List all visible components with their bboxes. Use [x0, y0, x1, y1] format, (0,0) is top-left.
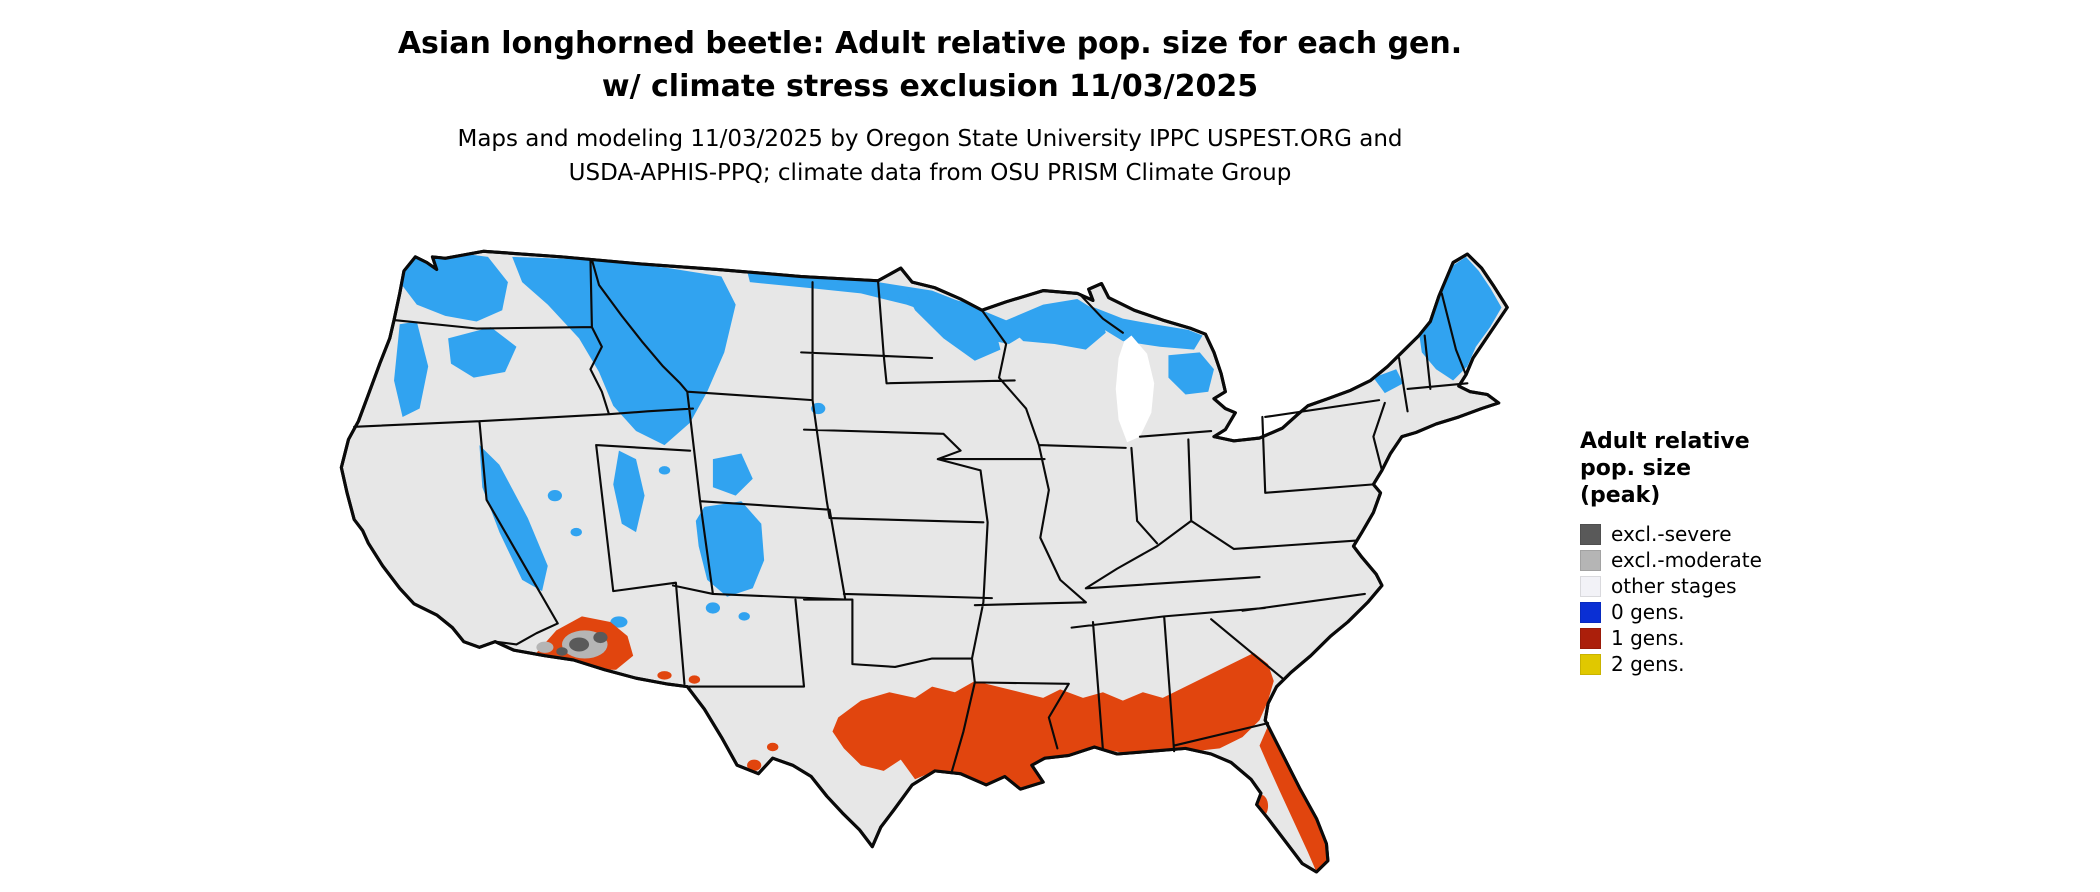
lake-michigan — [1115, 335, 1155, 443]
legend: Adult relative pop. size (peak) excl.-se… — [1580, 428, 1880, 677]
legend-swatch-0-gens — [1580, 601, 1601, 623]
legend-swatch-excl-severe — [1580, 523, 1601, 545]
legend-item: 0 gens. — [1580, 599, 1880, 625]
legend-swatch-excl-moderate — [1580, 549, 1601, 571]
legend-swatch-other-stages — [1580, 575, 1601, 597]
legend-title: Adult relative pop. size (peak) — [1580, 428, 1880, 509]
legend-label: excl.-moderate — [1611, 548, 1762, 572]
legend-swatch-2-gens — [1580, 653, 1601, 675]
map-regions — [394, 251, 1502, 872]
exclusion-severe-zone — [556, 631, 608, 656]
page-subtitle: Maps and modeling 11/03/2025 by Oregon S… — [0, 122, 1860, 190]
legend-label: 1 gens. — [1611, 626, 1685, 650]
page-title-line1: Asian longhorned beetle: Adult relative … — [397, 26, 1463, 61]
legend-item: excl.-moderate — [1580, 547, 1880, 573]
legend-label: excl.-severe — [1611, 522, 1732, 546]
legend-item: other stages — [1580, 573, 1880, 599]
legend-title-line1: Adult relative — [1580, 429, 1750, 454]
legend-title-line2: pop. size — [1580, 456, 1691, 481]
legend-items: excl.-severe excl.-moderate other stages… — [1580, 521, 1880, 677]
legend-title-line3: (peak) — [1580, 483, 1661, 508]
legend-label: 0 gens. — [1611, 600, 1685, 624]
legend-swatch-1-gens — [1580, 627, 1601, 649]
us-map — [339, 249, 1509, 874]
page-title: Asian longhorned beetle: Adult relative … — [0, 22, 1860, 108]
state-boundaries — [353, 258, 1469, 772]
page-title-line2: w/ climate stress exclusion 11/03/2025 — [601, 69, 1259, 104]
page-subtitle-line2: USDA-APHIS-PPQ; climate data from OSU PR… — [568, 160, 1292, 186]
legend-item: 1 gens. — [1580, 625, 1880, 651]
zero-generations-zone — [394, 251, 1502, 628]
us-outline — [339, 249, 1509, 874]
page-subtitle-line1: Maps and modeling 11/03/2025 by Oregon S… — [457, 126, 1403, 152]
legend-item: 2 gens. — [1580, 651, 1880, 677]
legend-item: excl.-severe — [1580, 521, 1880, 547]
legend-label: other stages — [1611, 574, 1737, 598]
legend-label: 2 gens. — [1611, 652, 1685, 676]
